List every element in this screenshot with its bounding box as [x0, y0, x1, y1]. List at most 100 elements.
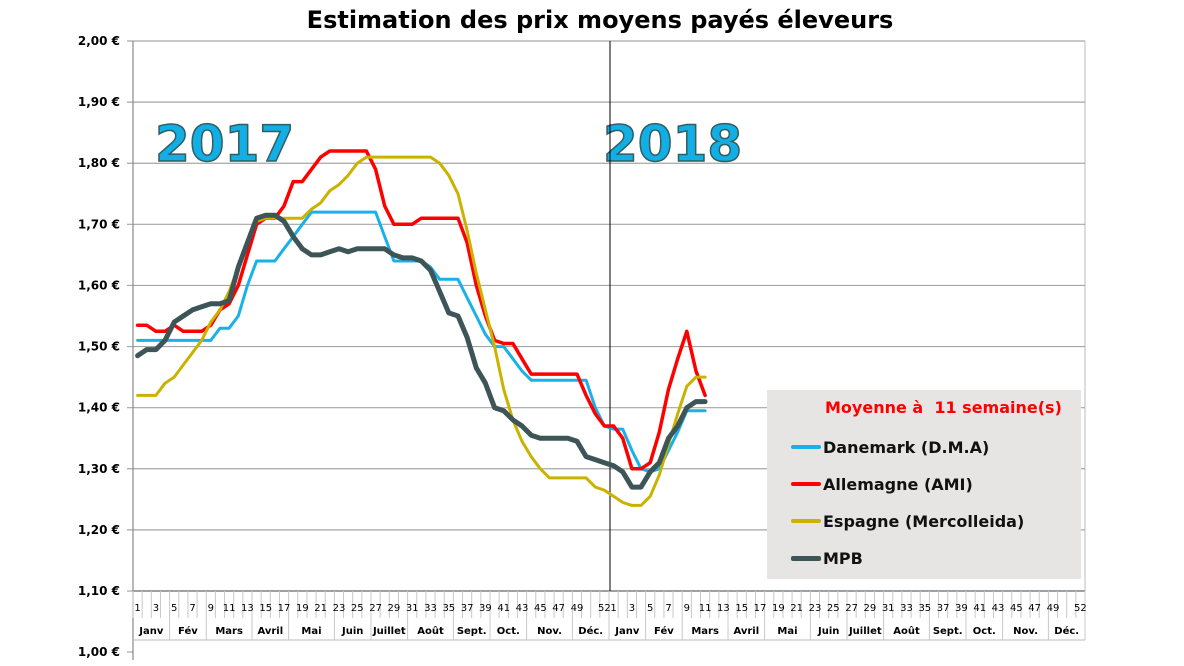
- y-tick-label: 1,70 €: [78, 217, 120, 231]
- month-label: Fév: [178, 625, 198, 637]
- legend-swatch: [791, 445, 821, 449]
- month-label: Juillet: [372, 626, 406, 637]
- y-tick-label: 1,00 €: [78, 645, 120, 659]
- month-label: Août: [893, 625, 920, 637]
- year-label-2017: 2017: [155, 115, 294, 173]
- month-label: Avril: [733, 626, 759, 637]
- x-tick-label: 23: [809, 603, 822, 614]
- x-tick-label: 19: [772, 603, 785, 614]
- month-label: Oct.: [973, 626, 996, 637]
- y-tick-label: 2,00 €: [78, 34, 120, 48]
- legend-swatch: [791, 555, 821, 561]
- month-label: Janv: [138, 626, 164, 637]
- x-tick-label: 52: [1074, 603, 1087, 614]
- x-tick-label: 45: [1010, 603, 1023, 614]
- legend: Moyenne à 11 semaine(s) Danemark (D.M.A)…: [767, 390, 1081, 579]
- legend-swatch: [791, 519, 821, 523]
- x-tick-label: 43: [992, 603, 1005, 614]
- x-tick-label: 1: [610, 603, 616, 614]
- month-label: Nov.: [1013, 626, 1038, 637]
- x-tick-label: 35: [442, 603, 455, 614]
- x-tick-label: 19: [296, 603, 309, 614]
- legend-title: Moyenne à 11 semaine(s): [825, 398, 1062, 417]
- month-label: Mars: [691, 626, 719, 637]
- x-tick-label: 7: [665, 603, 671, 614]
- month-label: Mai: [301, 626, 321, 637]
- legend-label: Danemark (D.M.A): [823, 437, 990, 457]
- legend-item: MPB: [791, 546, 863, 570]
- y-tick-label: 1,30 €: [78, 462, 120, 476]
- x-tick-label: 33: [900, 603, 913, 614]
- y-tick-label: 1,60 €: [78, 278, 120, 292]
- x-tick-label: 29: [864, 603, 877, 614]
- legend-label: MPB: [823, 548, 863, 568]
- month-label: Sept.: [457, 626, 487, 637]
- x-tick-label: 35: [918, 603, 931, 614]
- x-tick-label: 3: [153, 603, 159, 614]
- x-tick-label: 31: [882, 603, 895, 614]
- x-tick-label: 17: [754, 603, 767, 614]
- x-tick-label: 1: [134, 603, 140, 614]
- legend-item: Danemark (D.M.A): [791, 435, 989, 459]
- x-tick-label: 11: [699, 603, 712, 614]
- x-tick-label: 47: [1028, 603, 1041, 614]
- month-label: Sept.: [933, 626, 963, 637]
- y-axis: 1,00 € 1,10 € 1,20 € 1,30 € 1,40 € 1,50 € 1,60…: [78, 34, 134, 660]
- x-tick-label: 45: [534, 603, 547, 614]
- x-tick-label: 37: [937, 603, 950, 614]
- x-tick-label: 29: [388, 603, 401, 614]
- month-label: Juin: [341, 626, 363, 637]
- y-tick-label: 1,80 €: [78, 156, 120, 170]
- month-label: Nov.: [537, 626, 562, 637]
- x-tick-label: 25: [351, 603, 364, 614]
- series-lines: [135, 149, 708, 507]
- x-tick-label: 49: [1047, 603, 1060, 614]
- x-tick-label: 13: [717, 603, 730, 614]
- legend-label: Espagne (Mercolleida): [823, 511, 1025, 531]
- x-tick-label: 7: [189, 603, 195, 614]
- x-tick-label: 25: [827, 603, 840, 614]
- x-tick-label: 23: [333, 603, 346, 614]
- month-label: Août: [417, 625, 444, 637]
- legend-item: Espagne (Mercolleida): [791, 509, 1024, 533]
- year-label-2018: 2018: [603, 115, 742, 173]
- series-line-allemagne-ami: [135, 149, 707, 471]
- series-line-espagne-mercolleida: [136, 155, 707, 507]
- y-tick-label: 1,50 €: [78, 340, 120, 354]
- month-label: Oct.: [497, 626, 520, 637]
- month-label: Janv: [614, 626, 640, 637]
- legend-item: Allemagne (AMI): [791, 472, 973, 496]
- x-tick-label: 31: [406, 603, 419, 614]
- month-label: Déc.: [578, 625, 603, 637]
- y-tick-label: 1,10 €: [78, 584, 120, 598]
- x-tick-label: 33: [424, 603, 437, 614]
- x-tick-label: 41: [973, 603, 986, 614]
- month-label: Mars: [215, 626, 243, 637]
- x-tick-label: 21: [314, 603, 327, 614]
- chart-title: Estimation des prix moyens payés éleveur…: [307, 6, 894, 34]
- x-tick-label: 39: [479, 603, 492, 614]
- x-tick-label: 27: [845, 603, 858, 614]
- legend-label: Allemagne (AMI): [823, 474, 973, 494]
- series-line-mpb: [135, 212, 708, 490]
- y-tick-label: 1,20 €: [78, 523, 120, 537]
- legend-swatch: [791, 482, 821, 486]
- x-axis: 1 3 5 7 9 11 13 15 17 19 21 23 25 27 29 31 33 35 37 39 41 43 4…: [132, 590, 1087, 641]
- month-label: Déc.: [1054, 625, 1079, 637]
- x-tick-label: 9: [208, 603, 214, 614]
- x-tick-label: 9: [684, 603, 690, 614]
- x-tick-label: 17: [278, 603, 291, 614]
- month-label: Mai: [777, 626, 797, 637]
- x-tick-label: 52: [598, 603, 611, 614]
- x-tick-label: 41: [497, 603, 510, 614]
- x-tick-label: 43: [516, 603, 529, 614]
- month-label: Juin: [817, 626, 839, 637]
- x-tick-label: 3: [629, 603, 635, 614]
- x-tick-label: 15: [259, 603, 272, 614]
- x-tick-label: 5: [171, 603, 177, 614]
- x-tick-label: 37: [461, 603, 474, 614]
- y-tick-label: 1,40 €: [78, 401, 120, 415]
- x-tick-label: 15: [735, 603, 748, 614]
- x-tick-label: 39: [955, 603, 968, 614]
